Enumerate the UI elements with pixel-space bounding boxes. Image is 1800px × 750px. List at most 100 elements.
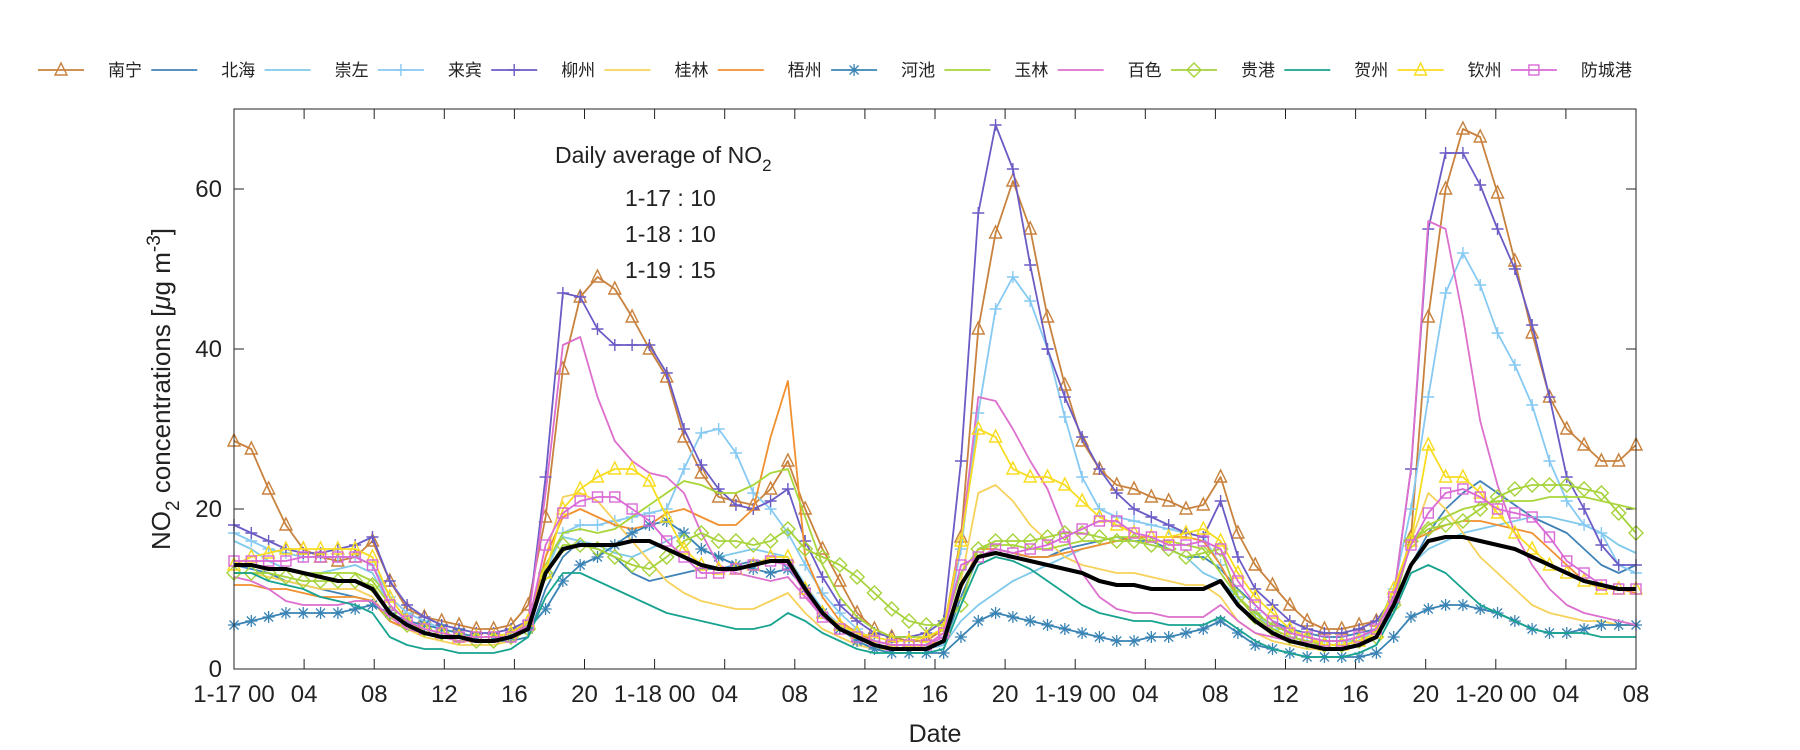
data-point	[815, 540, 830, 555]
data-point	[1595, 619, 1608, 631]
data-point	[277, 569, 294, 585]
data-point	[347, 573, 364, 589]
data-point	[831, 557, 848, 573]
data-point	[832, 572, 847, 587]
data-point	[590, 268, 605, 283]
data-point	[901, 613, 918, 629]
legend-item: 钦州	[1397, 61, 1502, 80]
legend-item: 来宾	[377, 61, 482, 80]
data-point	[1177, 549, 1194, 565]
data-point	[1421, 308, 1436, 323]
data-point	[866, 585, 883, 601]
data-point	[1491, 503, 1504, 515]
data-point	[781, 483, 794, 495]
data-point	[1578, 519, 1591, 531]
legend-marker	[1186, 62, 1202, 78]
data-point	[1541, 477, 1558, 493]
data-point	[365, 532, 380, 547]
x-tick-label: 1-18 00	[614, 681, 695, 708]
legend-item: 桂林	[604, 61, 709, 80]
annotation-title: Daily average of NO2	[555, 142, 772, 175]
data-point	[695, 459, 708, 471]
data-point	[1404, 503, 1417, 515]
data-point	[1421, 436, 1436, 451]
data-point	[1040, 468, 1055, 483]
data-point	[365, 548, 380, 563]
data-point	[1041, 619, 1054, 631]
data-point	[762, 533, 779, 549]
data-point	[678, 463, 691, 475]
data-point	[834, 623, 846, 635]
data-point	[1180, 539, 1192, 551]
data-point	[1128, 503, 1141, 515]
data-point	[1353, 651, 1366, 663]
data-point	[712, 551, 725, 563]
data-point	[624, 460, 640, 475]
data-point	[1144, 488, 1159, 503]
series-lines	[226, 119, 1644, 663]
data-point	[918, 617, 935, 633]
x-tick-label: 04	[291, 681, 318, 708]
data-point	[330, 552, 345, 567]
data-point	[1179, 627, 1192, 639]
data-point	[1595, 539, 1608, 551]
data-point	[1024, 543, 1036, 555]
data-point	[1610, 505, 1627, 521]
x-tick-label: 04	[1132, 681, 1159, 708]
data-point	[261, 544, 276, 559]
data-point	[1594, 452, 1609, 467]
data-point	[1456, 247, 1469, 259]
data-point	[1022, 533, 1039, 549]
data-point	[245, 615, 258, 627]
data-point	[1076, 431, 1089, 443]
legend-item: 柳州	[491, 61, 595, 80]
data-point	[678, 423, 691, 435]
data-point	[590, 468, 605, 483]
x-tick-label: 12	[431, 681, 458, 708]
legend-item: 防城港	[1510, 61, 1632, 80]
x-tick-label: 1-19 00	[1034, 681, 1115, 708]
data-point	[349, 603, 362, 615]
y-tick-label: 20	[195, 496, 222, 523]
data-point	[971, 320, 986, 335]
data-point	[987, 533, 1004, 549]
data-point	[1162, 631, 1175, 643]
data-point	[1057, 376, 1072, 391]
legend-label: 桂林	[675, 61, 709, 80]
data-point	[764, 495, 777, 507]
data-point	[747, 563, 760, 575]
data-point	[1543, 455, 1556, 467]
legend-item: 北海	[151, 61, 255, 80]
data-point	[1108, 533, 1125, 549]
data-point	[1074, 492, 1090, 507]
data-point	[1231, 551, 1244, 563]
data-point	[1353, 631, 1365, 643]
data-point	[366, 559, 379, 571]
data-point	[1161, 528, 1176, 543]
data-point	[816, 571, 829, 583]
data-point	[954, 455, 967, 467]
data-point	[244, 440, 259, 455]
data-point	[1282, 596, 1297, 611]
data-point	[1578, 567, 1590, 579]
data-point	[972, 407, 985, 419]
data-point	[1370, 647, 1383, 659]
data-point	[678, 527, 691, 539]
data-point	[643, 515, 656, 527]
data-point	[1110, 487, 1123, 499]
data-point	[659, 508, 674, 523]
data-point	[574, 495, 586, 507]
data-point	[1111, 515, 1123, 527]
data-point	[643, 339, 656, 351]
legend-label: 北海	[221, 61, 255, 80]
data-point	[245, 527, 258, 539]
data-point	[971, 420, 986, 435]
data-point	[1474, 603, 1487, 615]
data-point	[659, 368, 674, 383]
data-point	[606, 549, 623, 565]
data-point	[314, 551, 327, 563]
data-point	[643, 507, 656, 519]
legend-marker	[848, 64, 861, 76]
data-point	[297, 551, 309, 563]
